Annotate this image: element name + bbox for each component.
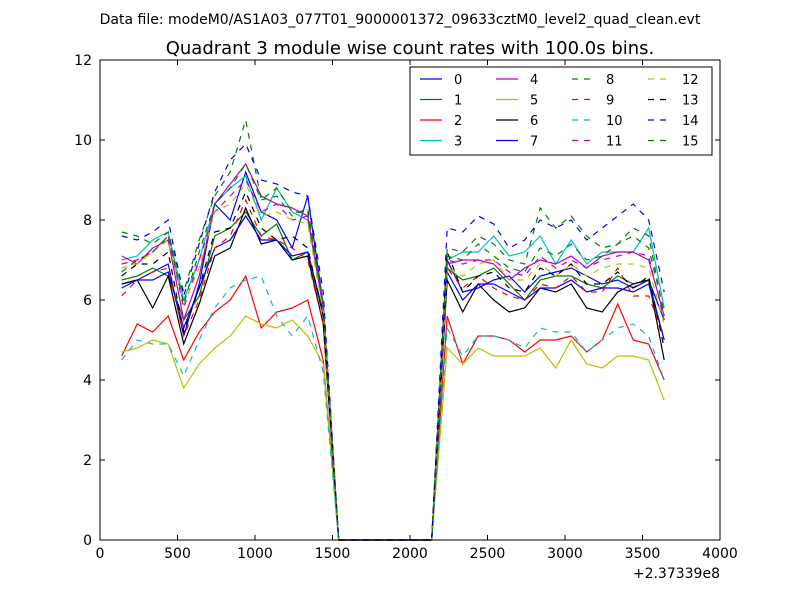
- legend-label-15: 15: [682, 135, 699, 150]
- series-10-line: [121, 275, 665, 541]
- y-tick-label: 6: [83, 293, 92, 309]
- legend-label-4: 4: [530, 73, 538, 88]
- series-9-line: [121, 198, 665, 541]
- legend-label-14: 14: [682, 114, 699, 129]
- series-8-line: [121, 119, 665, 541]
- legend-label-8: 8: [606, 73, 614, 88]
- x-tick-label: 4000: [702, 546, 738, 562]
- series-14-line: [121, 142, 665, 541]
- x-tick-label: 1500: [315, 546, 351, 562]
- axis-ticks: 0 500 1000 1500 2000 2500 3000 3500 400002468101…: [74, 53, 738, 562]
- series-12-line: [121, 182, 665, 541]
- x-tick-label: 1000: [237, 546, 273, 562]
- legend-label-12: 12: [682, 73, 699, 88]
- series-15-line: [121, 162, 665, 541]
- legend-label-7: 7: [530, 135, 538, 150]
- chart-title: Quadrant 3 module wise count rates with …: [166, 38, 655, 59]
- x-tick-label: 2000: [392, 546, 428, 562]
- legend-label-0: 0: [454, 73, 462, 88]
- series-13-line: [121, 190, 665, 541]
- legend-label-11: 11: [606, 135, 623, 150]
- series-2-line: [121, 274, 665, 541]
- legend-label-5: 5: [530, 94, 538, 109]
- x-tick-label: 0: [96, 546, 105, 562]
- x-offset-label: +2.37339e8: [633, 566, 720, 582]
- series-layer: [121, 119, 665, 541]
- legend-label-6: 6: [530, 114, 538, 129]
- y-tick-label: 0: [83, 533, 92, 549]
- y-tick-label: 4: [83, 373, 92, 389]
- y-tick-label: 12: [74, 53, 92, 69]
- legend-label-2: 2: [454, 114, 462, 129]
- y-tick-label: 2: [83, 453, 92, 469]
- legend-label-1: 1: [454, 94, 462, 109]
- series-4-line: [121, 162, 665, 541]
- x-tick-label: 3500: [625, 546, 661, 562]
- series-5-line: [121, 315, 665, 541]
- legend-label-10: 10: [606, 114, 623, 129]
- x-tick-label: 3000: [547, 546, 583, 562]
- legend-label-13: 13: [682, 94, 699, 109]
- y-tick-label: 10: [74, 133, 92, 149]
- y-tick-label: 8: [83, 213, 92, 229]
- legend-label-9: 9: [606, 94, 614, 109]
- x-tick-label: 500: [164, 546, 191, 562]
- x-tick-label: 2500: [470, 546, 506, 562]
- legend-label-3: 3: [454, 135, 462, 150]
- chart-suptitle: Data file: modeM0/AS1A03_077T01_90000013…: [100, 12, 701, 28]
